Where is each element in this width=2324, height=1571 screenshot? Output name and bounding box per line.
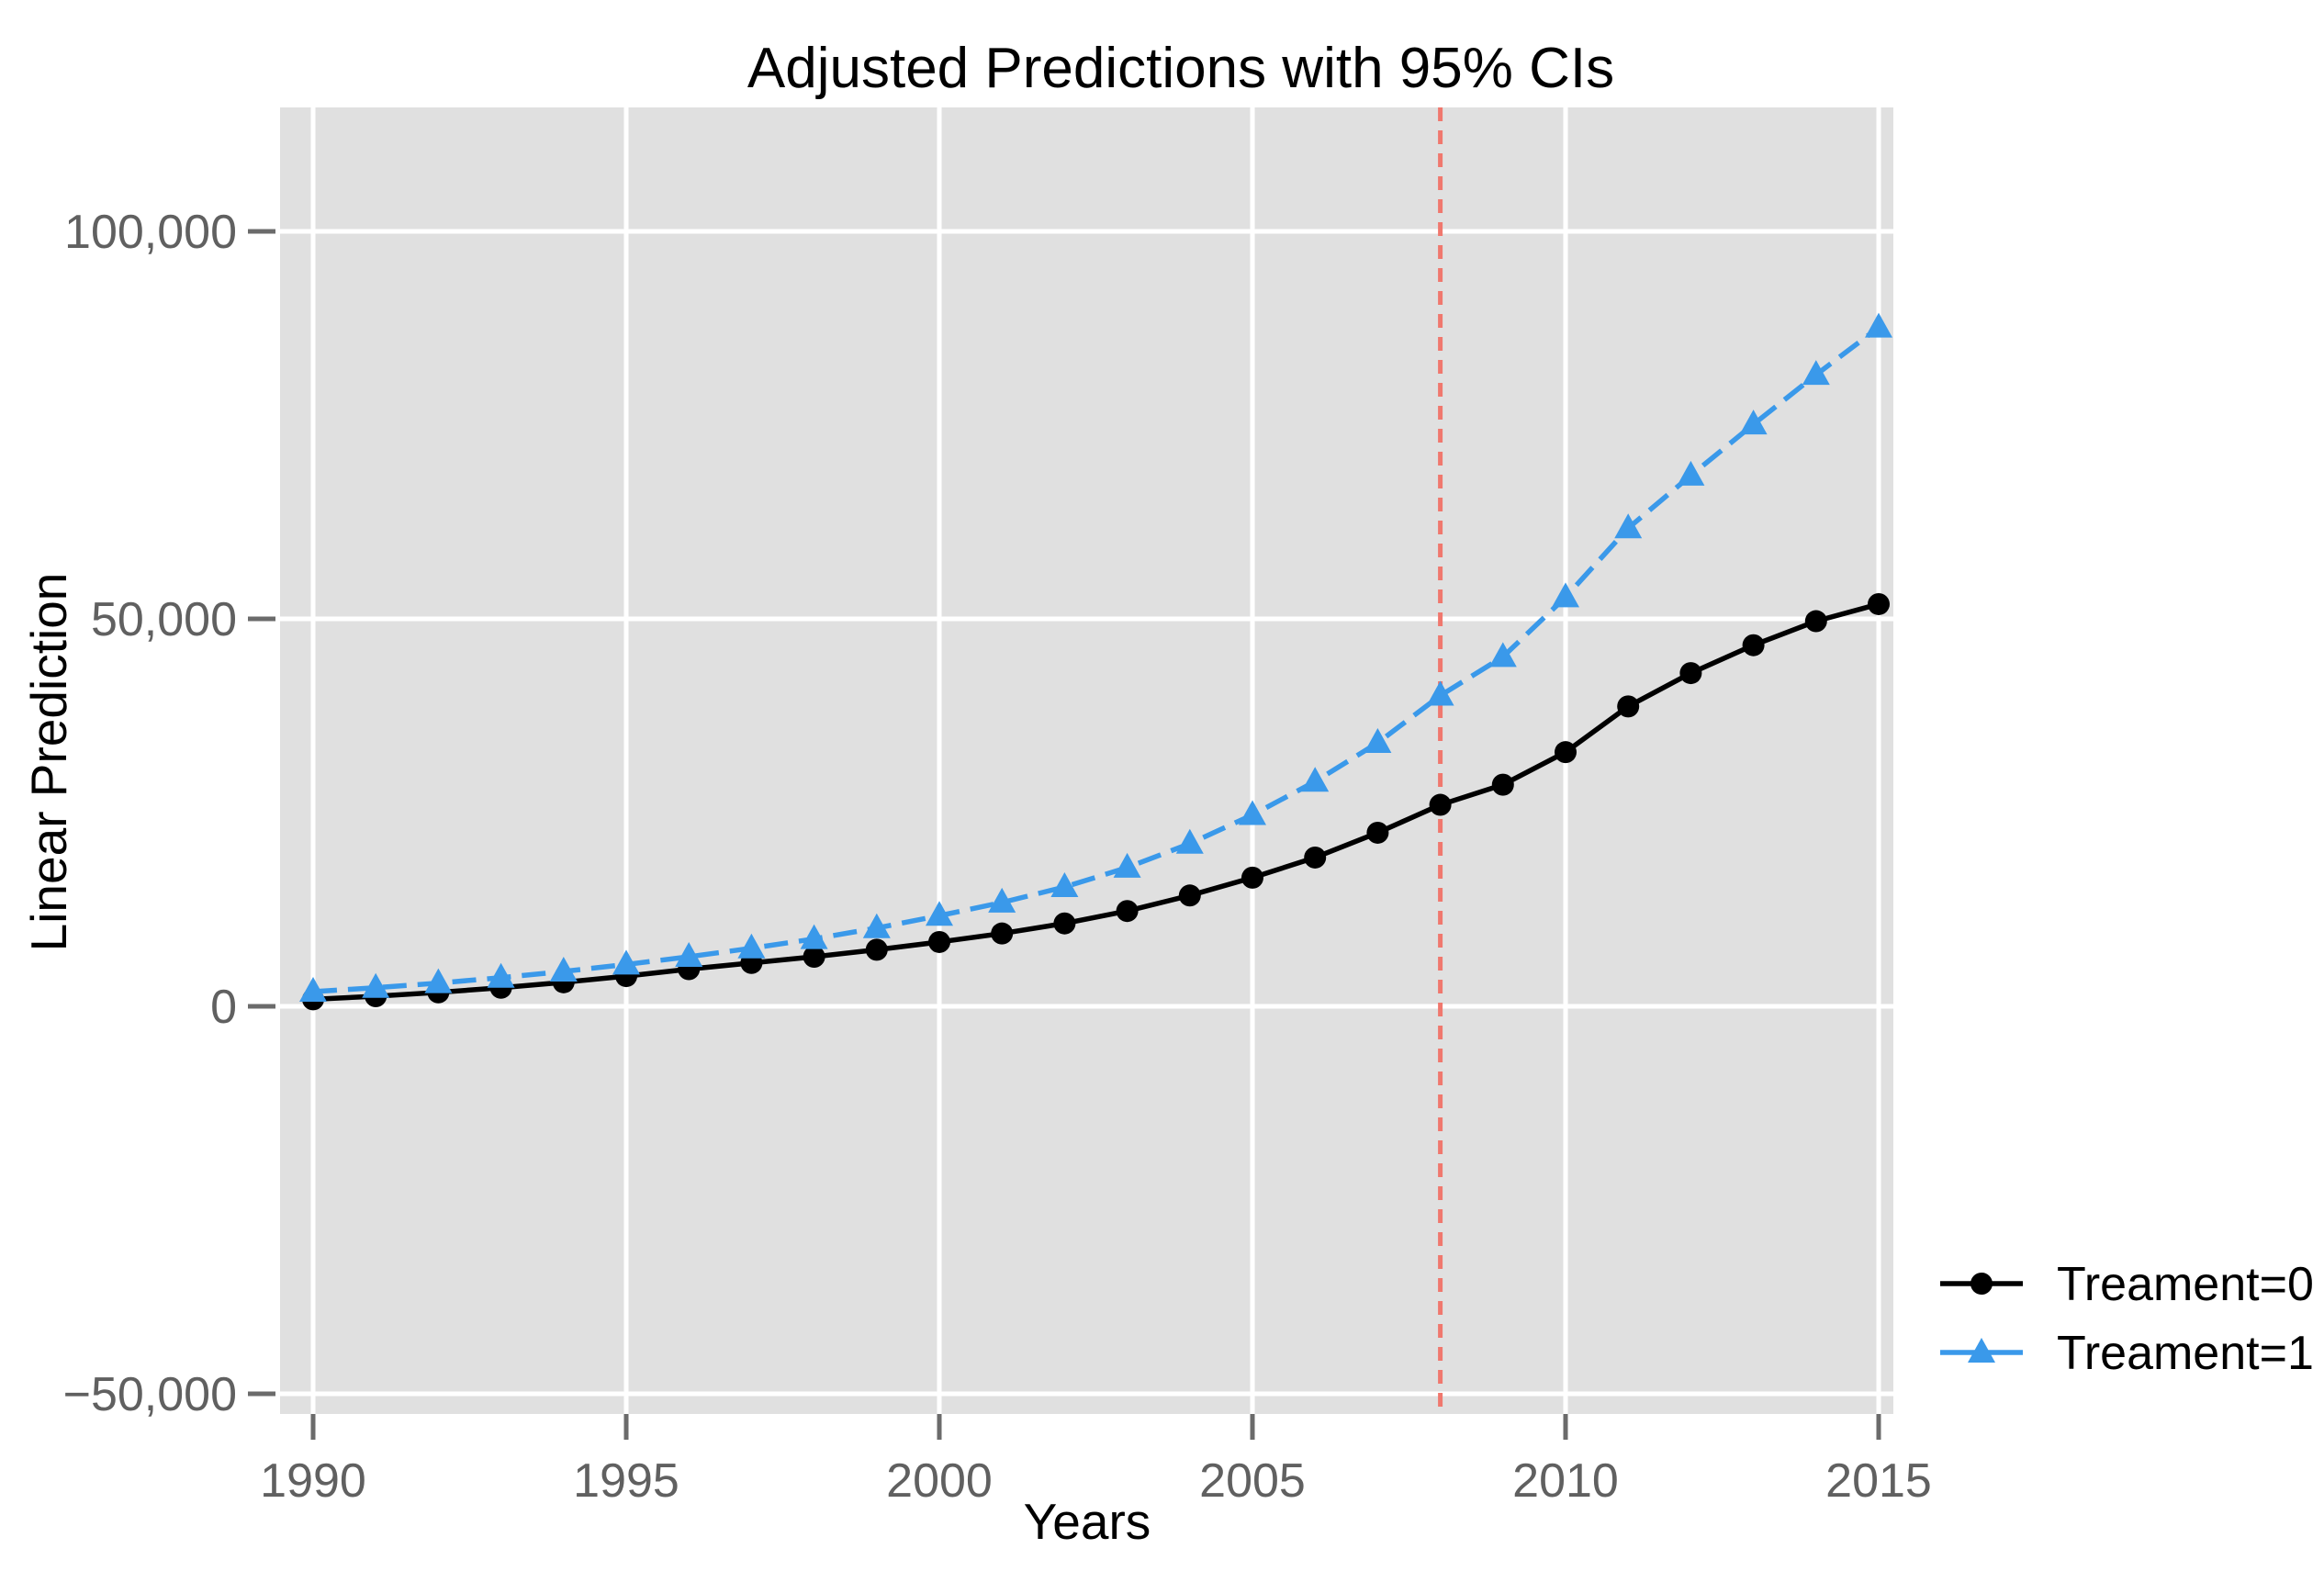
circle-marker-treament-0 (1868, 592, 1890, 615)
circle-marker-treament-0 (803, 945, 825, 968)
triangle-marker-treament-1 (1865, 312, 1892, 338)
circle-marker-treament-0 (1178, 884, 1201, 907)
triangle-marker-treament-1 (299, 976, 327, 1002)
triangle-marker-treament-1 (1426, 680, 1454, 706)
x-axis-title: Years (1024, 1493, 1151, 1550)
triangle-marker-treament-1 (487, 962, 515, 988)
legend-label: Treament=0 (2057, 1258, 2314, 1311)
legend-item-treament-1: Treament=1 (1940, 1327, 2314, 1380)
triangle-marker-treament-1 (800, 924, 828, 949)
circle-marker-treament-0 (1429, 793, 1452, 816)
circle-marker-treament-0 (1116, 900, 1139, 923)
triangle-marker-treament-1 (1552, 582, 1579, 608)
circle-marker-treament-0 (1804, 610, 1827, 633)
triangle-marker-treament-1 (862, 913, 891, 938)
triangle-marker-treament-1 (737, 933, 766, 959)
circle-marker-treament-0 (1366, 821, 1389, 844)
triangle-marker-treament-1 (549, 957, 578, 982)
triangle-marker-treament-1 (362, 972, 390, 998)
legend-item-treament-0: Treament=0 (1940, 1258, 2314, 1311)
triangle-marker-treament-1 (1614, 513, 1643, 539)
series-line-treament-1 (312, 325, 1881, 994)
circle-marker-treament-0 (1555, 741, 1577, 764)
triangle-marker-treament-1 (1802, 360, 1830, 386)
triangle-marker-treament-1 (1364, 728, 1392, 754)
circle-marker-treament-0 (928, 930, 950, 953)
triangle-marker-treament-1 (1739, 410, 1768, 435)
triangle-marker-treament-1 (424, 968, 453, 993)
triangle-marker-treament-1 (1301, 767, 1330, 792)
triangle-marker-treament-1 (1677, 460, 1705, 486)
triangle-marker-treament-1 (1488, 642, 1517, 668)
circle-marker-treament-0 (1742, 634, 1765, 656)
y-tick-label: 50,000 (91, 593, 237, 646)
circle-marker-treament-0 (1491, 773, 1514, 796)
legend-triangle-marker (1968, 1338, 1995, 1363)
legend-label: Treament=1 (2057, 1327, 2314, 1380)
plot-background (280, 107, 1893, 1414)
y-tick-label: 0 (210, 981, 237, 1034)
triangle-marker-treament-1 (675, 941, 703, 967)
x-tick-label: 2000 (886, 1454, 993, 1508)
triangle-marker-treament-1 (1175, 828, 1204, 854)
triangle-marker-treament-1 (988, 887, 1016, 913)
circle-marker-treament-0 (1053, 912, 1076, 935)
plot-panel: −50,000 0 50,000 100,000 1990 1995 2000 2005 201… (63, 107, 1932, 1508)
legend: Treament=0 Treament=1 (1940, 1258, 2314, 1380)
triangle-marker-treament-1 (612, 949, 640, 975)
x-tick-label: 2005 (1199, 1454, 1306, 1508)
circle-marker-treament-0 (1679, 662, 1702, 685)
triangle-marker-treament-1 (1050, 872, 1079, 898)
triangle-marker-treament-1 (926, 901, 953, 926)
x-tick-label: 2010 (1512, 1454, 1619, 1508)
circle-marker-treament-0 (865, 938, 888, 961)
y-tick-label: 100,000 (64, 206, 237, 259)
x-tick-label: 1995 (573, 1454, 679, 1508)
legend-circle-marker (1970, 1273, 1993, 1295)
x-tick-label: 2015 (1825, 1454, 1932, 1508)
y-axis-title: Linear Prediction (20, 573, 77, 952)
circle-marker-treament-0 (1617, 695, 1640, 718)
circle-marker-treament-0 (1304, 846, 1327, 869)
x-tick-label: 1990 (260, 1454, 366, 1508)
triangle-marker-treament-1 (1113, 852, 1141, 878)
triangle-marker-treament-1 (1239, 800, 1266, 825)
chart-title: Adjusted Predictions with 95% CIs (747, 37, 1614, 100)
y-tick-label: −50,000 (63, 1368, 237, 1421)
circle-marker-treament-0 (991, 922, 1014, 945)
circle-marker-treament-0 (1241, 866, 1263, 889)
